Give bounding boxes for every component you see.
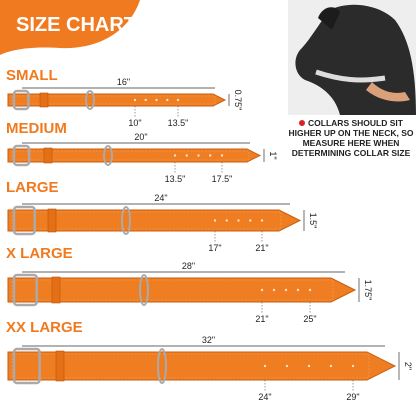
hole bbox=[133, 98, 137, 102]
collar-stitch bbox=[11, 353, 370, 379]
length: 16" bbox=[117, 77, 130, 87]
min-size: 13.5" bbox=[165, 174, 186, 184]
collar bbox=[7, 148, 262, 163]
collar bbox=[7, 93, 227, 107]
collar-stitch bbox=[11, 95, 216, 105]
buckle bbox=[12, 205, 36, 236]
hole bbox=[260, 288, 264, 292]
min-size: 21" bbox=[255, 314, 268, 324]
collar-stitch bbox=[11, 150, 250, 161]
size-name: XX LARGE bbox=[6, 319, 83, 336]
hole bbox=[307, 364, 311, 368]
hole bbox=[351, 364, 355, 368]
hole bbox=[209, 154, 212, 157]
hole bbox=[237, 219, 240, 222]
hole bbox=[285, 364, 289, 368]
collar-stitch bbox=[11, 211, 282, 230]
collar bbox=[7, 351, 397, 381]
min-size: 10" bbox=[128, 118, 141, 128]
hole bbox=[155, 98, 158, 102]
hole bbox=[225, 219, 228, 222]
buckle bbox=[12, 144, 31, 167]
hole bbox=[308, 288, 312, 292]
width: 0.75" bbox=[233, 90, 243, 111]
width: 2" bbox=[403, 362, 413, 370]
max-size: 29" bbox=[346, 392, 359, 402]
width: 1.75" bbox=[363, 280, 373, 301]
hole bbox=[329, 364, 333, 368]
hole bbox=[249, 219, 252, 222]
size-name: SMALL bbox=[6, 67, 58, 84]
hole bbox=[263, 364, 267, 368]
size-name: X LARGE bbox=[6, 245, 73, 262]
hole bbox=[260, 219, 264, 222]
hole bbox=[213, 219, 217, 222]
hole bbox=[272, 288, 276, 292]
max-size: 25" bbox=[303, 314, 316, 324]
min-size: 24" bbox=[258, 392, 271, 402]
min-size: 17" bbox=[208, 243, 221, 253]
d-ring bbox=[121, 206, 131, 235]
hole bbox=[185, 154, 188, 157]
d-ring bbox=[85, 90, 95, 110]
length: 28" bbox=[182, 261, 195, 271]
buckle bbox=[12, 273, 39, 307]
hole bbox=[173, 154, 177, 157]
max-size: 17.5" bbox=[212, 174, 233, 184]
max-size: 21" bbox=[255, 243, 268, 253]
length: 20" bbox=[134, 132, 147, 142]
hole bbox=[166, 98, 169, 102]
keeper bbox=[47, 208, 57, 233]
buckle bbox=[12, 89, 30, 111]
hole bbox=[220, 154, 224, 157]
size-name: LARGE bbox=[6, 179, 59, 196]
d-ring bbox=[157, 348, 167, 384]
note: COLLARS SHOULD SIT HIGHER UP ON THE NECK… bbox=[288, 118, 414, 158]
collar bbox=[7, 277, 357, 303]
keeper bbox=[43, 147, 53, 164]
title-blob bbox=[0, 0, 140, 55]
length: 32" bbox=[202, 335, 215, 345]
hole bbox=[296, 288, 300, 292]
collar bbox=[7, 209, 302, 232]
hole bbox=[144, 98, 147, 102]
title: SIZE CHART bbox=[16, 14, 136, 36]
size-name: MEDIUM bbox=[6, 120, 67, 137]
d-ring bbox=[103, 145, 113, 166]
hole bbox=[176, 98, 180, 102]
max-size: 13.5" bbox=[168, 118, 189, 128]
hole bbox=[284, 288, 288, 292]
keeper bbox=[55, 350, 65, 382]
dog-photo bbox=[288, 0, 416, 115]
keeper bbox=[39, 92, 49, 108]
width: 1" bbox=[268, 151, 278, 159]
width: 1.5" bbox=[308, 213, 318, 229]
hole bbox=[197, 154, 200, 157]
length: 24" bbox=[154, 193, 167, 203]
buckle bbox=[12, 347, 41, 385]
collar-stitch bbox=[11, 279, 334, 301]
d-ring bbox=[139, 274, 149, 306]
keeper bbox=[51, 276, 61, 304]
